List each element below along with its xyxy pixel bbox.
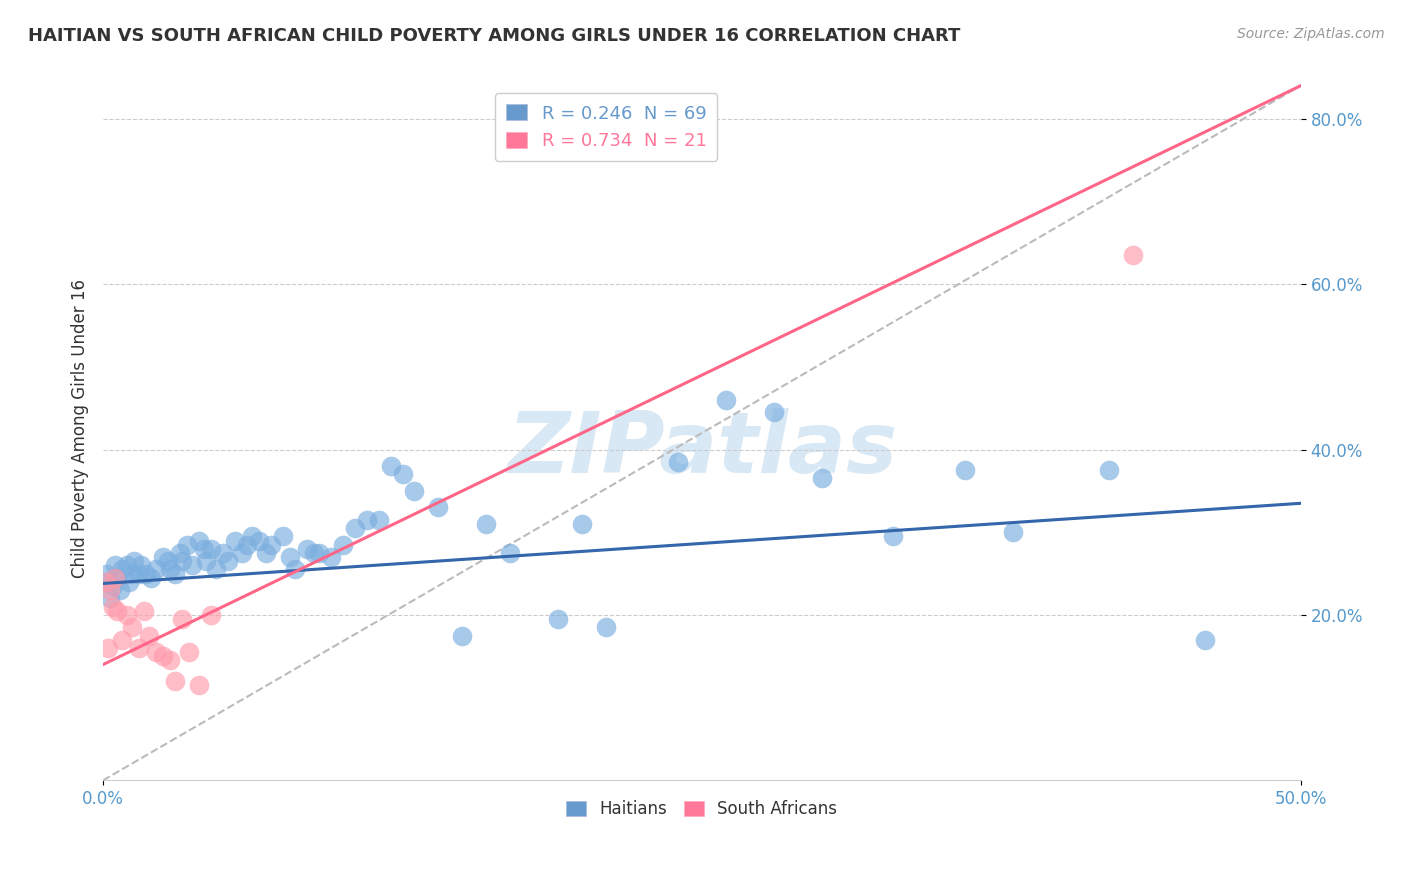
Point [187,533,209,548]
Point [145,562,167,576]
Point [179,645,201,659]
Point [1098,463,1121,477]
Point [163,674,186,689]
Point [128,640,150,655]
Point [108,583,131,598]
Point [284,562,307,576]
Point [94,574,117,589]
Point [499,546,522,560]
Point [104,571,127,585]
Point [391,467,413,482]
Point [571,516,593,531]
Text: HAITIAN VS SOUTH AFRICAN CHILD POVERTY AMONG GIRLS UNDER 16 CORRELATION CHART: HAITIAN VS SOUTH AFRICAN CHILD POVERTY A… [28,27,960,45]
Point [159,653,181,667]
Point [107,571,129,585]
Point [131,558,153,573]
Text: Source: ZipAtlas.com: Source: ZipAtlas.com [1237,27,1385,41]
Point [1122,248,1144,262]
Point [380,459,402,474]
Point [319,549,342,564]
Point [169,546,191,560]
Point [111,632,134,647]
Point [156,554,179,568]
Point [427,500,450,515]
Point [115,558,138,573]
Point [356,513,378,527]
Point [172,612,194,626]
Point [882,529,904,543]
Point [94,566,117,581]
Point [132,604,155,618]
Point [247,533,270,548]
Point [122,554,145,568]
Point [97,640,120,655]
Point [1194,632,1216,647]
Point [172,554,194,568]
Point [115,607,138,622]
Point [762,405,785,419]
Point [367,513,389,527]
Point [139,571,162,585]
Point [231,546,253,560]
Point [97,574,120,589]
Point [200,607,222,622]
Point [101,579,124,593]
Point [714,392,737,407]
Point [138,629,160,643]
Point [101,599,124,614]
Point [475,516,498,531]
Point [204,562,226,576]
Point [176,538,198,552]
Point [404,483,426,498]
Point [1002,525,1025,540]
Point [332,538,354,552]
Point [121,620,143,634]
Point [180,558,202,573]
Point [193,541,215,556]
Point [118,574,141,589]
Point [271,529,294,543]
Point [111,562,134,576]
Point [104,558,127,573]
Point [295,541,318,556]
Point [152,549,174,564]
Point [224,533,246,548]
Point [98,591,121,606]
Point [145,645,167,659]
Point [217,554,239,568]
Point [278,549,301,564]
Point [343,521,366,535]
Point [107,604,129,618]
Point [666,455,689,469]
Legend: Haitians, South Africans: Haitians, South Africans [560,793,844,825]
Point [955,463,977,477]
Point [128,566,150,581]
Point [308,546,330,560]
Point [547,612,569,626]
Point [240,529,263,543]
Point [200,541,222,556]
Text: ZIPatlas: ZIPatlas [506,409,897,491]
Point [212,546,235,560]
Point [595,620,617,634]
Point [159,562,181,576]
Point [195,554,218,568]
Point [152,649,174,664]
Point [163,566,186,581]
Point [260,538,283,552]
Point [187,678,209,692]
Y-axis label: Child Poverty Among Girls Under 16: Child Poverty Among Girls Under 16 [72,279,89,578]
Point [98,583,121,598]
Point [810,471,832,485]
Point [135,566,157,581]
Point [236,538,259,552]
Point [121,566,143,581]
Point [451,629,474,643]
Point [302,546,325,560]
Point [254,546,277,560]
